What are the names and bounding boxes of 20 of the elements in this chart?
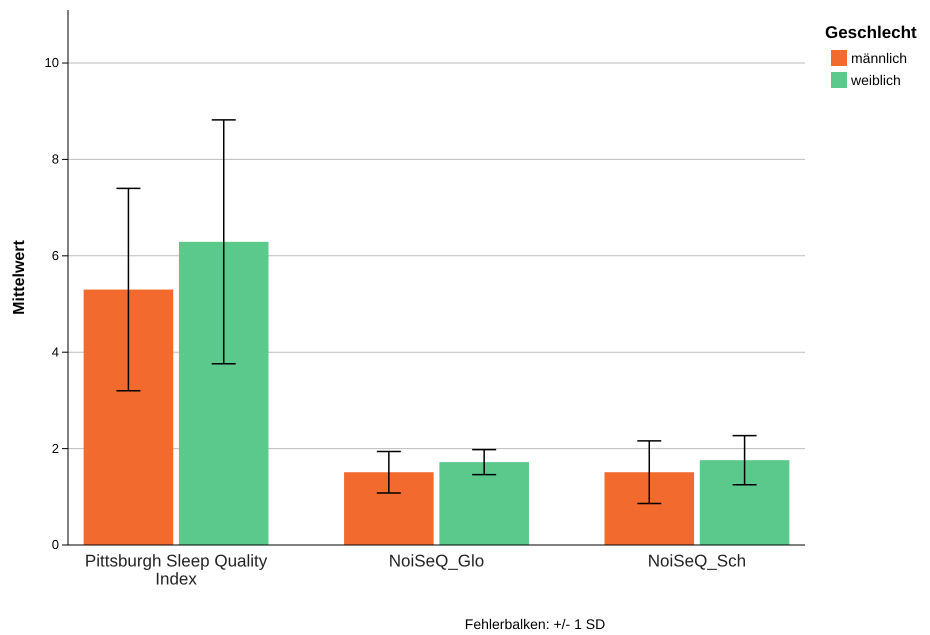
legend-label: männlich	[851, 50, 908, 66]
y-tick-label: 6	[52, 248, 59, 263]
y-axis-title: Mittelwert	[11, 239, 28, 315]
bar	[178, 242, 269, 545]
y-tick-label: 4	[52, 344, 59, 360]
bar	[344, 472, 434, 545]
y-tick-label: 10	[44, 55, 59, 70]
bar	[84, 290, 174, 545]
x-tick-label: Pittsburgh Sleep Quality Index	[84, 552, 268, 589]
y-tick-label: 8	[52, 152, 59, 167]
x-tick-label: NoiSeQ_Sch	[648, 552, 746, 571]
bar	[439, 462, 529, 545]
x-tick-label: NoiSeQ_Glo	[388, 552, 484, 571]
legend-label: weiblich	[850, 72, 901, 88]
y-tick-label: 0	[52, 537, 59, 552]
bar	[700, 460, 790, 545]
text: Fehlerbalken: +/- 1 SD	[464, 616, 606, 632]
legend-title: Geschlecht	[825, 23, 917, 42]
bar	[604, 472, 694, 545]
y-tick-label: 2	[52, 440, 59, 456]
